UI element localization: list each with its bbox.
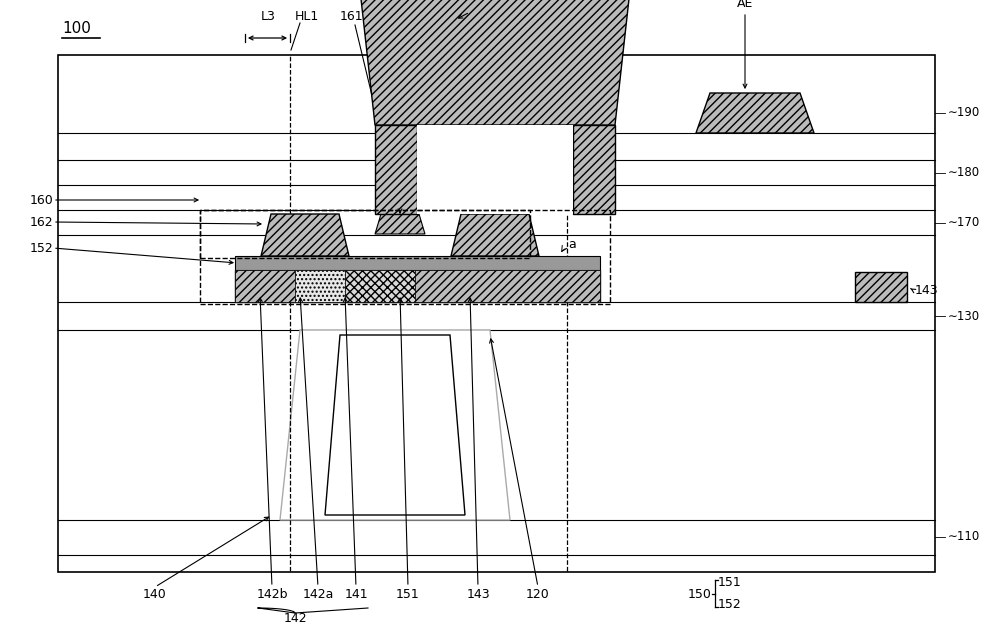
Text: 152: 152 <box>718 598 742 612</box>
Text: 120: 120 <box>526 588 550 602</box>
Text: L3: L3 <box>261 10 275 23</box>
Text: 142a: 142a <box>302 588 334 602</box>
Bar <box>58 55 935 572</box>
Bar <box>235 270 295 302</box>
Text: 160: 160 <box>29 193 53 207</box>
Text: 143: 143 <box>915 284 939 297</box>
Text: ∼180: ∼180 <box>948 166 980 180</box>
Text: 162: 162 <box>29 215 53 229</box>
Text: ∼190: ∼190 <box>948 106 980 120</box>
Polygon shape <box>451 214 539 256</box>
Text: 150: 150 <box>688 588 712 600</box>
Text: 141: 141 <box>344 588 368 602</box>
Bar <box>235 256 600 270</box>
Text: 143: 143 <box>466 588 490 602</box>
Bar <box>855 272 907 302</box>
Text: 142: 142 <box>283 612 307 624</box>
Text: HL1: HL1 <box>295 10 319 23</box>
Polygon shape <box>280 330 510 520</box>
Text: 151: 151 <box>396 588 420 602</box>
Text: PE: PE <box>462 0 478 10</box>
Bar <box>417 125 573 214</box>
Text: ∼170: ∼170 <box>948 217 980 229</box>
Polygon shape <box>696 93 814 133</box>
Text: 142b: 142b <box>256 588 288 602</box>
Polygon shape <box>360 0 630 125</box>
Bar <box>415 270 600 302</box>
Text: a: a <box>568 239 576 251</box>
Text: AE: AE <box>737 0 753 10</box>
Text: 100: 100 <box>62 21 91 36</box>
Polygon shape <box>325 335 465 515</box>
Text: ∼130: ∼130 <box>948 309 980 323</box>
Text: 161: 161 <box>340 10 364 23</box>
Bar <box>200 210 610 304</box>
Bar <box>200 210 530 258</box>
Text: 151: 151 <box>718 575 742 588</box>
Polygon shape <box>261 214 349 256</box>
Text: ∼110: ∼110 <box>948 530 980 544</box>
Polygon shape <box>375 214 425 234</box>
Bar <box>375 125 417 214</box>
Bar <box>573 125 615 214</box>
Text: 152: 152 <box>29 241 53 255</box>
Text: HL2: HL2 <box>572 10 596 23</box>
Bar <box>235 270 600 302</box>
Text: 140: 140 <box>143 588 167 602</box>
Bar <box>345 270 415 302</box>
Bar <box>295 270 345 302</box>
